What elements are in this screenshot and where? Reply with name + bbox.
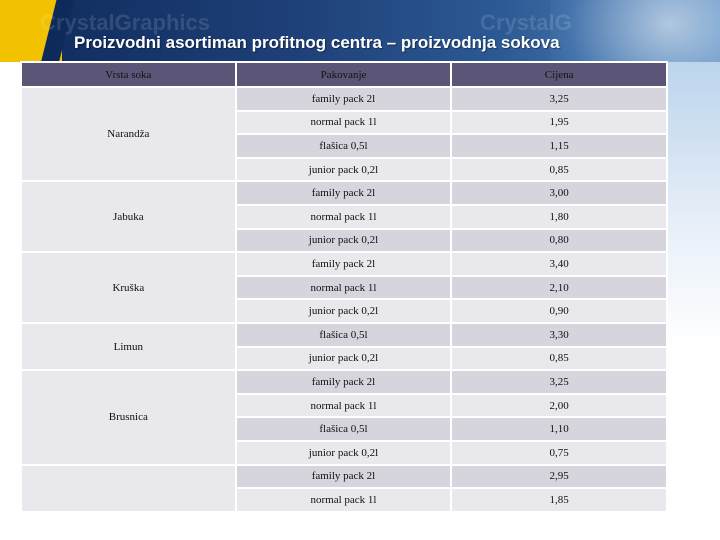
table-row: family pack 2l 2,95 bbox=[20, 463, 668, 513]
packaging-cell: flašica 0,5l bbox=[234, 321, 453, 348]
price-cell: 1,95 bbox=[450, 109, 668, 136]
table-header-row: Vrsta soka Pakovanje Cijena bbox=[20, 61, 668, 88]
price-cell: 0,85 bbox=[450, 156, 668, 183]
packaging-cell: normal pack 1l bbox=[234, 392, 453, 419]
table-row: normal pack 1l 1,80 bbox=[21, 203, 668, 230]
juice-type-cell: Narandža bbox=[20, 85, 237, 183]
packaging-cell: junior pack 0,2l bbox=[234, 439, 453, 466]
table-row: Kruška family pack 2l 3,40 bbox=[20, 251, 668, 324]
price-cell: 3,25 bbox=[450, 86, 668, 112]
right-decoration-strip bbox=[668, 62, 720, 540]
price-cell: 1,10 bbox=[450, 416, 668, 442]
table-row: normal pack 1l 2,00 bbox=[21, 392, 668, 419]
packaging-cell: normal pack 1l bbox=[234, 109, 453, 136]
price-cell: 1,80 bbox=[450, 203, 668, 230]
watermark-logo: CrystalG bbox=[480, 10, 572, 35]
packaging-cell: family pack 2l bbox=[234, 86, 453, 112]
packaging-cell: family pack 2l bbox=[234, 463, 453, 490]
table-row: flašica 0,5l 1,15 bbox=[21, 133, 668, 159]
juice-type-cell: Limun bbox=[20, 321, 237, 372]
price-cell: 3,00 bbox=[450, 180, 668, 206]
price-cell: 0,85 bbox=[450, 345, 668, 372]
packaging-cell: junior pack 0,2l bbox=[234, 345, 453, 372]
table-row: junior pack 0,2l 0,80 bbox=[21, 227, 668, 254]
table-row: flašica 0,5l 1,10 bbox=[21, 416, 668, 442]
packaging-cell: normal pack 1l bbox=[234, 203, 453, 230]
packaging-cell: family pack 2l bbox=[234, 251, 453, 277]
price-cell: 2,10 bbox=[450, 274, 668, 301]
table-row: junior pack 0,2l 0,90 bbox=[21, 298, 668, 324]
price-table: Vrsta soka Pakovanje Cijena Narandža fami… bbox=[20, 61, 668, 513]
juice-type-cell bbox=[20, 463, 237, 513]
price-cell: 2,95 bbox=[450, 463, 668, 490]
table-row: Narandža family pack 2l 3,25 bbox=[20, 85, 668, 183]
packaging-cell: junior pack 0,2l bbox=[234, 156, 453, 183]
packaging-cell: junior pack 0,2l bbox=[234, 227, 453, 254]
juice-type-cell: Brusnica bbox=[20, 369, 237, 466]
price-cell: 0,75 bbox=[450, 439, 668, 466]
packaging-cell: family pack 2l bbox=[234, 369, 453, 395]
header-cijena: Cijena bbox=[450, 61, 668, 88]
table-row: normal pack 1l 2,10 bbox=[21, 274, 668, 301]
table-row: Jabuka family pack 2l 3,00 bbox=[20, 180, 668, 254]
table-row: Limun flašica 0,5l 3,30 bbox=[20, 321, 668, 372]
price-cell: 0,90 bbox=[450, 298, 668, 324]
watermark-logo: CrystalGraphics bbox=[40, 10, 210, 35]
table-row: junior pack 0,2l 0,85 bbox=[21, 156, 668, 183]
price-cell: 2,00 bbox=[450, 392, 668, 419]
packaging-cell: normal pack 1l bbox=[234, 274, 453, 301]
price-cell: 1,15 bbox=[450, 133, 668, 159]
juice-type-cell: Kruška bbox=[20, 251, 237, 324]
packaging-cell: flašica 0,5l bbox=[234, 133, 453, 159]
table-row: junior pack 0,2l 0,85 bbox=[21, 345, 668, 372]
price-cell: 1,85 bbox=[450, 487, 668, 513]
table-row: normal pack 1l 1,85 bbox=[21, 487, 668, 513]
price-cell: 3,30 bbox=[450, 321, 668, 348]
table-row: Brusnica family pack 2l 3,25 bbox=[20, 369, 668, 466]
table-body: Narandža family pack 2l 3,25 normal pack 1l… bbox=[20, 85, 668, 513]
slide-title: Proizvodni asortiman profitnog centra – … bbox=[74, 33, 560, 52]
packaging-cell: normal pack 1l bbox=[234, 487, 453, 513]
price-cell: 3,40 bbox=[450, 251, 668, 277]
juice-type-cell: Jabuka bbox=[20, 180, 237, 254]
price-cell: 0,80 bbox=[450, 227, 668, 254]
header-vrsta-soka: Vrsta soka bbox=[20, 61, 237, 88]
table-row: normal pack 1l 1,95 bbox=[21, 109, 668, 136]
packaging-cell: family pack 2l bbox=[234, 180, 453, 206]
packaging-cell: junior pack 0,2l bbox=[234, 298, 453, 324]
price-cell: 3,25 bbox=[450, 369, 668, 395]
header-pakovanje: Pakovanje bbox=[234, 61, 453, 88]
packaging-cell: flašica 0,5l bbox=[234, 416, 453, 442]
table-row: junior pack 0,2l 0,75 bbox=[21, 439, 668, 466]
